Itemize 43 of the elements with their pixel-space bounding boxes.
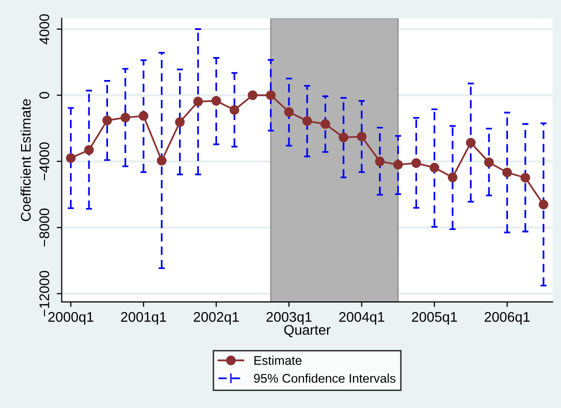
point <box>411 158 422 168</box>
y-tick-label: 0 <box>39 92 50 99</box>
point <box>466 138 476 148</box>
point <box>375 156 385 166</box>
x-tick-label: 2004q1 <box>339 312 384 325</box>
point <box>393 160 403 170</box>
point <box>248 90 258 100</box>
point <box>230 105 240 115</box>
point <box>211 96 222 106</box>
point <box>84 145 94 155</box>
point <box>266 90 276 100</box>
point <box>538 200 548 210</box>
point <box>120 112 130 122</box>
point <box>175 117 185 127</box>
x-tick-label: 2003q1 <box>266 312 312 325</box>
y-tick-label: −8000 <box>39 208 50 246</box>
point <box>156 156 167 166</box>
legend-label: Estimate <box>254 356 302 365</box>
point <box>284 107 294 117</box>
x-tick-label: 2005q1 <box>412 312 457 325</box>
point <box>320 119 330 129</box>
y-axis-title: Coefficient Estimate <box>20 99 31 222</box>
point <box>193 96 203 106</box>
y-tick-label: −12000 <box>39 270 50 316</box>
x-tick-label: 2001q1 <box>121 312 166 325</box>
x-tick-label: 2000q1 <box>48 312 94 325</box>
x-tick-label: 2006q1 <box>484 312 530 325</box>
point <box>302 116 312 126</box>
y-tick-label: 4000 <box>39 14 50 44</box>
point <box>520 172 530 183</box>
y-tick-label: −4000 <box>39 142 50 180</box>
x-axis-title: Quarter <box>284 324 330 338</box>
point <box>102 116 112 126</box>
x-tick-label: 2002q1 <box>194 312 239 325</box>
point <box>66 153 76 163</box>
point <box>448 172 458 182</box>
text: 95% Confidence Intervals <box>254 374 396 383</box>
point <box>338 132 348 142</box>
point <box>484 158 494 168</box>
point <box>502 168 512 178</box>
point <box>356 132 367 142</box>
point <box>138 111 148 121</box>
point <box>430 162 440 173</box>
